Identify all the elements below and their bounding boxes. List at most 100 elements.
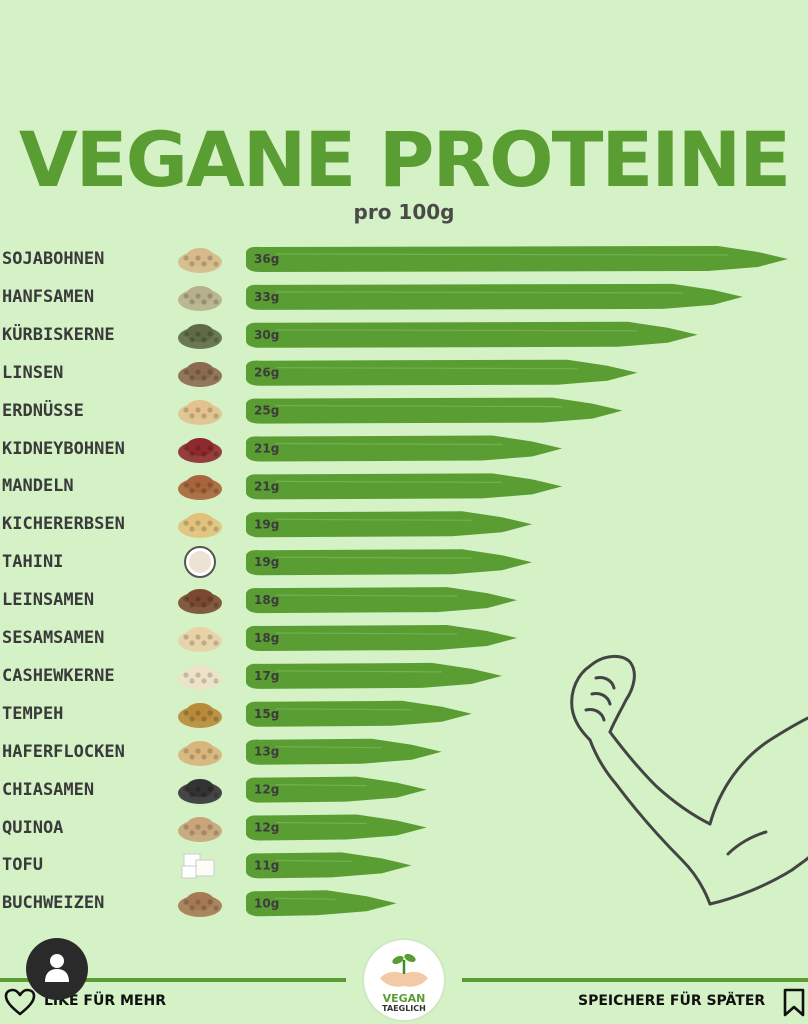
data-label-linsen: 26g: [254, 366, 279, 380]
bar-tahini: [246, 549, 533, 576]
category-label-hanfsamen: HANFSAMEN: [2, 286, 95, 307]
data-label-kichererbsen: 19g: [254, 517, 279, 531]
category-label-leinsamen: LEINSAMEN: [2, 590, 95, 611]
bar-texture-kichererbsen: [275, 518, 473, 521]
bar-sojabohnen: [246, 246, 788, 272]
protein-bar-chart: 36g 33g 30g 26g 25g 21g 21g 19g 19g 18g 18g 17g 15g 1…: [246, 246, 788, 917]
soybean-icon: [178, 248, 222, 273]
bar-texture-quinoa: [275, 821, 367, 825]
data-label-tempeh: 15g: [254, 707, 279, 721]
category-label-mandeln: MANDELN: [2, 476, 74, 497]
hemp-seed-icon: [178, 285, 222, 311]
data-label-hanfsamen: 33g: [254, 290, 279, 304]
heart-icon[interactable]: [4, 988, 36, 1016]
oat-icon: [178, 740, 222, 766]
bar-tempeh: [246, 700, 472, 727]
flexed-arm-icon: [570, 655, 808, 906]
tahini-icon: [184, 546, 216, 579]
sesame-icon: [178, 627, 222, 652]
logo-text-taeglich: TAEGLICH: [382, 1004, 426, 1013]
hands-sprout-icon: [380, 953, 428, 987]
bar-tofu: [246, 852, 412, 879]
bar-erdnuesse: [246, 397, 623, 424]
tofu-icon: [181, 853, 215, 879]
category-label-erdnuesse: ERDNÜSSE: [2, 400, 84, 421]
data-label-mandeln: 21g: [254, 479, 279, 493]
footer-divider-left: [0, 978, 346, 982]
bar-texture-haferflocken: [275, 746, 382, 749]
bar-texture-leinsamen: [275, 594, 458, 597]
data-label-sojabohnen: 36g: [254, 252, 279, 266]
data-label-leinsamen: 18g: [254, 593, 279, 607]
bar-hanfsamen: [246, 283, 743, 310]
bar-texture-tofu: [275, 859, 352, 862]
category-label-sojabohnen: SOJABOHNEN: [2, 249, 105, 269]
bar-quinoa: [246, 814, 427, 841]
cashew-icon: [178, 664, 222, 690]
category-label-tempeh: TEMPEH: [2, 703, 64, 724]
flaxseed-icon: [178, 589, 222, 615]
like-label: LIKE FÜR MEHR: [44, 993, 166, 1009]
data-label-kuerbiskerne: 30g: [254, 328, 279, 342]
bar-texture-hanfsamen: [275, 291, 683, 294]
category-label-quinoa: QUINOA: [2, 817, 64, 838]
bar-buchweizen: [246, 890, 397, 917]
category-label-chiasamen: CHIASAMEN: [2, 779, 95, 800]
vegan-taeglich-logo: VEGAN TAEGLICH: [362, 938, 446, 1022]
chickpea-icon: [178, 513, 222, 539]
bar-kidneybohnen: [246, 435, 563, 462]
data-label-cashewkerne: 17g: [254, 669, 279, 683]
buckwheat-icon: [178, 892, 222, 918]
chia-icon: [178, 778, 222, 804]
page-title: VEGANE PROTEINE: [18, 115, 791, 204]
bar-texture-cashewkerne: [275, 670, 442, 673]
bar-texture-sesamsamen: [275, 632, 458, 635]
kidney-bean-icon: [178, 437, 222, 463]
category-label-buchweizen: BUCHWEIZEN: [2, 893, 105, 914]
bar-texture-kuerbiskerne: [275, 329, 638, 332]
data-label-tofu: 11g: [254, 858, 279, 872]
bar-haferflocken: [246, 738, 442, 765]
bar-texture-mandeln: [275, 480, 503, 483]
footer-divider-right: [462, 978, 808, 982]
data-label-haferflocken: 13g: [254, 745, 279, 759]
bar-cashewkerne: [246, 662, 502, 689]
bar-linsen: [246, 359, 638, 386]
avatar[interactable]: [26, 938, 88, 1000]
user-icon: [45, 954, 69, 982]
category-label-cashewkerne: CASHEWKERNE: [2, 665, 115, 686]
category-label-kichererbsen: KICHERERBSEN: [2, 514, 125, 535]
category-label-kuerbiskerne: KÜRBISKERNE: [2, 324, 115, 345]
pumpkin-seed-icon: [178, 323, 222, 349]
logo-text-vegan: VEGAN: [382, 992, 426, 1005]
category-label-tofu: TOFU: [2, 855, 43, 876]
data-label-kidneybohnen: 21g: [254, 442, 279, 456]
data-label-quinoa: 12g: [254, 821, 279, 835]
bar-sesamsamen: [246, 625, 517, 651]
bar-chiasamen: [246, 776, 427, 803]
tempeh-icon: [178, 702, 222, 728]
category-label-tahini: TAHINI: [2, 552, 64, 573]
save-label: SPEICHERE FÜR SPÄTER: [578, 993, 766, 1009]
data-label-sesamsamen: 18g: [254, 631, 279, 645]
page-subtitle: pro 100g: [353, 200, 455, 224]
almond-icon: [178, 475, 222, 501]
category-label-kidneybohnen: KIDNEYBOHNEN: [2, 438, 125, 459]
bar-mandeln: [246, 473, 563, 500]
quinoa-icon: [178, 816, 222, 842]
bar-texture-kidneybohnen: [275, 442, 503, 446]
data-label-chiasamen: 12g: [254, 783, 279, 797]
bar-texture-tahini: [275, 556, 473, 559]
bar-kuerbiskerne: [246, 321, 698, 348]
peanut-icon: [178, 399, 222, 425]
data-label-tahini: 19g: [254, 555, 279, 569]
bar-leinsamen: [246, 587, 517, 614]
bookmark-icon[interactable]: [782, 988, 806, 1018]
category-label-haferflocken: HAFERFLOCKEN: [2, 741, 125, 762]
category-label-sesamsamen: SESAMSAMEN: [2, 628, 105, 648]
bar-texture-erdnuesse: [275, 405, 563, 408]
bar-texture-tempeh: [275, 708, 412, 711]
bar-kichererbsen: [246, 511, 533, 538]
category-label-linsen: LINSEN: [2, 362, 64, 383]
